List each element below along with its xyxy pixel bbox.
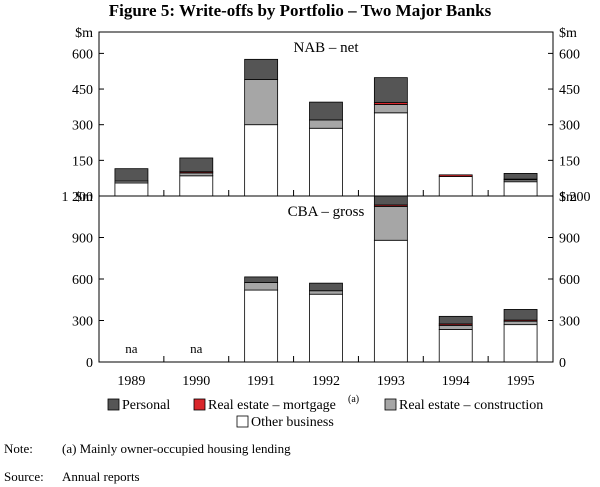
nab-bar-real-estate-mortgage-1994 (438, 174, 473, 177)
nab-bar-personal-1989 (114, 168, 149, 182)
nab-unit-label-left: $m (75, 26, 93, 41)
cba-panel-frame (98, 195, 554, 363)
nab-ytick-label-right: $m (559, 190, 577, 205)
nab-bar-personal-1992 (309, 101, 343, 121)
cba-panel-title: CBA – gross (288, 204, 365, 220)
nab-unit-label-right: $m (559, 26, 577, 41)
nab-ytick-label-right: 600 (559, 47, 580, 62)
nab-ytick-label-left: 600 (72, 47, 93, 62)
nab-ytick-label-left: 450 (72, 83, 93, 98)
cba-bar-real-estate-construction-1992 (309, 290, 343, 295)
cba-bar-personal-1995 (503, 309, 538, 321)
note-line: Note: (a) Mainly owner-occupied housing l… (4, 441, 291, 457)
nab-ytick-label-right: 150 (559, 154, 580, 169)
x-category-label-1993: 1993 (377, 374, 405, 389)
legend-label-personal: Personal (122, 398, 170, 413)
nab-bar-personal-1993 (373, 77, 408, 103)
cba-bar-other-business-1992 (309, 293, 343, 363)
cba-bar-real-estate-construction-1994 (438, 324, 473, 330)
nab-bar-other-business-1991 (244, 124, 279, 197)
cba-ytick-label-right: 900 (559, 232, 580, 247)
cba-bar-other-business-1993 (373, 239, 408, 363)
source-text: Annual reports (62, 469, 140, 484)
cba-bar-personal-1994 (438, 315, 473, 325)
nab-panel-title: NAB – net (294, 40, 360, 56)
nab-bar-personal-1995 (503, 173, 538, 180)
cba-ytick-label-right: 0 (559, 356, 566, 371)
cba-ytick-label-left: 600 (72, 273, 93, 288)
source-label: Source: (4, 469, 44, 484)
cba-ytick-label-left: 1 200 (62, 190, 94, 205)
nab-ytick-label-right: 300 (559, 119, 580, 134)
nab-bar-real-estate-construction-1993 (373, 104, 408, 114)
legend-label-construction: Real estate – construction (399, 398, 543, 413)
cba-bar-real-estate-construction-1991 (244, 282, 279, 291)
cba-bar-personal-1992 (309, 282, 343, 292)
nab-ytick-label-left: 150 (72, 154, 93, 169)
x-category-label-1989: 1989 (117, 374, 145, 389)
source-line: Source: Annual reports (4, 469, 140, 485)
write-offs-chart: $m $m 150 150 300 300 450 450 600 600 $m $m NAB – ne… (62, 26, 591, 430)
cba-annotation-na: na (125, 341, 138, 356)
cba-bar-other-business-1995 (503, 324, 538, 363)
figure-title: Figure 5: Write-offs by Portfolio – Two … (108, 1, 492, 20)
note-text: (a) Mainly owner-occupied housing lendin… (62, 441, 291, 456)
nab-bar-other-business-1989 (114, 182, 149, 197)
nab-bar-other-business-1994 (438, 176, 473, 197)
legend-swatch-personal (107, 398, 120, 411)
note-label: Note: (4, 441, 33, 456)
legend-label-mortgage-footnote: (a) (348, 394, 359, 405)
nab-bar-other-business-1990 (179, 175, 214, 197)
cba-bar-other-business-1991 (244, 289, 279, 363)
cba-bar-real-estate-construction-1995 (503, 320, 538, 326)
cba-bar-real-estate-construction-1993 (373, 205, 408, 241)
cba-ytick-label-left: 900 (72, 232, 93, 247)
cba-ytick-label-right: 600 (559, 273, 580, 288)
nab-bar-personal-1990 (179, 157, 214, 173)
legend-label-other: Other business (251, 415, 334, 430)
nab-ytick-label-left: $m (75, 190, 93, 205)
legend-label-mortgage: Real estate – mortgage (208, 398, 336, 413)
nab-bar-other-business-1992 (309, 127, 343, 197)
legend-swatch-construction (384, 398, 397, 411)
legend-swatch-other (236, 415, 249, 428)
cba-annotation-na: na (190, 341, 203, 356)
cba-bar-personal-1991 (244, 276, 279, 283)
nab-bar-other-business-1995 (503, 181, 538, 197)
nab-bar-real-estate-construction-1992 (309, 119, 343, 129)
cba-ytick-label-left: 0 (86, 356, 93, 371)
cba-ytick-label-left: 300 (72, 315, 93, 330)
nab-bar-personal-1991 (244, 58, 279, 80)
x-category-label-1995: 1995 (507, 374, 535, 389)
legend-swatch-mortgage (193, 398, 206, 411)
cba-ytick-label-right: 300 (559, 315, 580, 330)
x-category-label-1994: 1994 (442, 374, 470, 389)
cba-ytick-label-right: 1 200 (559, 190, 591, 205)
nab-bar-other-business-1993 (373, 112, 408, 197)
nab-bar-real-estate-construction-1990 (179, 172, 214, 177)
nab-ytick-label-left: 300 (72, 119, 93, 134)
x-category-label-1991: 1991 (247, 374, 275, 389)
nab-ytick-label-right: 450 (559, 83, 580, 98)
cba-bar-personal-1993 (373, 195, 408, 206)
x-category-label-1990: 1990 (182, 374, 210, 389)
cba-bar-other-business-1994 (438, 329, 473, 363)
nab-bar-real-estate-construction-1991 (244, 79, 279, 126)
x-category-label-1992: 1992 (312, 374, 340, 389)
